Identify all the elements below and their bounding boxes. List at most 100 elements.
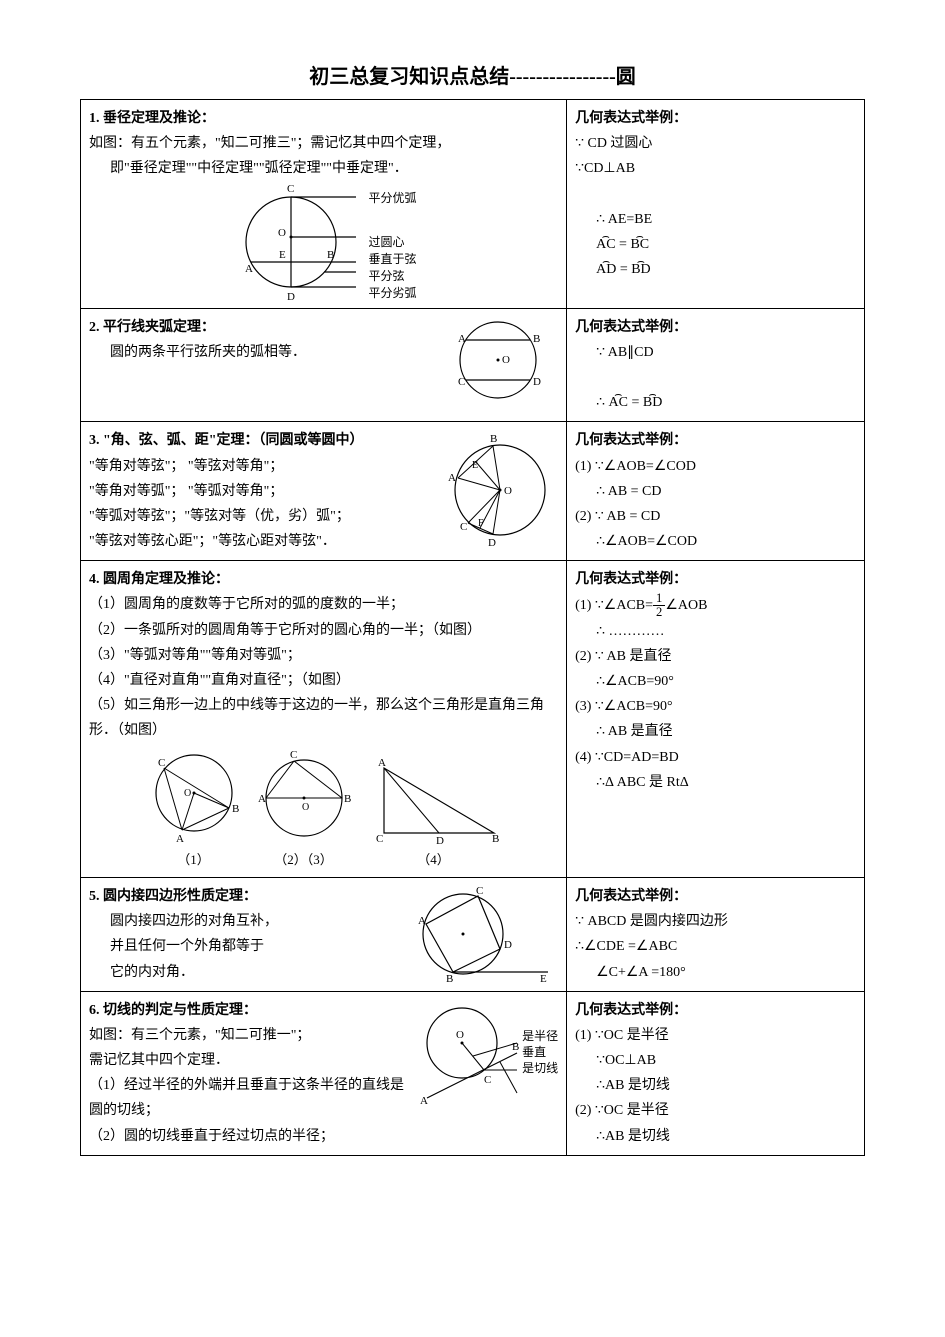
text: 即"垂径定理""中径定理""弧径定理""中垂定理"． (89, 156, 558, 181)
heading: 几何表达式举例： (575, 572, 687, 587)
figure-2: A B C D O (438, 315, 558, 405)
text: ∵ CD 过圆心 (575, 136, 652, 151)
text: ∴∠CDE =∠ABC (575, 939, 677, 954)
svg-text:A: A (258, 793, 266, 805)
cell-left-3: 3. "角、弦、弧、距"定理：（同圆或等圆中） "等角对等弦"； "等弦对等角"… (81, 422, 567, 561)
svg-text:B: B (512, 1041, 519, 1053)
svg-text:E: E (472, 460, 478, 471)
svg-text:B: B (446, 973, 453, 984)
text: ∴ AB = CD (575, 479, 856, 504)
text: (1) ∵OC 是半径 (575, 1028, 669, 1043)
heading: 几何表达式举例： (575, 889, 687, 904)
svg-text:A: A (176, 833, 184, 845)
text: ∵CD⊥AB (575, 161, 635, 176)
svg-text:O: O (502, 354, 510, 366)
label: 是半径 (522, 1029, 558, 1045)
heading-4: 4. 圆周角定理及推论： (89, 572, 229, 587)
svg-text:D: D (287, 291, 295, 302)
caption: （2）（3） (254, 848, 354, 871)
svg-text:E: E (540, 973, 547, 984)
table-row: 5. 圆内接四边形性质定理： 圆内接四边形的对角互补， 并且任何一个外角都等于 … (81, 877, 865, 991)
cell-right-5: 几何表达式举例： ∵ ABCD 是圆内接四边形 ∴∠CDE =∠ABC ∠C+∠… (567, 877, 865, 991)
text: （5）如三角形一边上的中线等于这边的一半，那么这个三角形是直角三角形．（如图） (89, 698, 544, 738)
svg-text:D: D (436, 835, 444, 847)
text: 圆内接四边形的对角互补， (89, 909, 400, 934)
cell-right-2: 几何表达式举例： ∵ AB∥CD ∴ AC = BD (567, 308, 865, 422)
text: "等角对等弦"； "等弦对等角"； (89, 459, 283, 474)
cell-right-3: 几何表达式举例： (1) ∵∠AOB=∠COD ∴ AB = CD (2) ∵ … (567, 422, 865, 561)
svg-text:O: O (302, 802, 309, 813)
caption: （1） (144, 848, 244, 871)
cell-right-1: 几何表达式举例： ∵ CD 过圆心 ∵CD⊥AB ∴ AE=BE AC = BC… (567, 100, 865, 309)
svg-text:A: A (448, 472, 456, 484)
text: (1) ∵∠AOB=∠COD (575, 459, 696, 474)
cell-left-1: 1. 垂径定理及推论： 如图：有五个元素，"知二可推三"；需记忆其中四个定理， … (81, 100, 567, 309)
svg-text:B: B (533, 333, 540, 345)
svg-text:C: C (290, 749, 297, 761)
text: ∴∠AOB=∠COD (575, 529, 856, 554)
svg-text:A: A (420, 1095, 428, 1107)
heading-2: 2. 平行线夹弧定理： (89, 320, 215, 335)
text: ∴Δ ABC 是 RtΔ (575, 770, 856, 795)
text: 它的内对角． (89, 960, 400, 985)
table-row: 2. 平行线夹弧定理： 圆的两条平行弦所夹的弧相等． A B C D O 几何表… (81, 308, 865, 422)
table-row: 6. 切线的判定与性质定理： 如图：有三个元素，"知二可推一"； 需记忆其中四个… (81, 991, 865, 1155)
text: ∵ ABCD 是圆内接四边形 (575, 914, 728, 929)
text: AC = BC (575, 232, 856, 257)
table-row: 1. 垂径定理及推论： 如图：有五个元素，"知二可推三"；需记忆其中四个定理， … (81, 100, 865, 309)
svg-text:B: B (490, 433, 497, 445)
text: (2) ∵ AB 是直径 (575, 649, 671, 664)
text: ∠C+∠A =180° (575, 960, 856, 985)
svg-text:C: C (458, 376, 465, 388)
cell-left-4: 4. 圆周角定理及推论： （1）圆周角的度数等于它所对的弧的度数的一半； （2）… (81, 561, 567, 878)
svg-text:O: O (184, 788, 191, 799)
svg-text:O: O (278, 227, 286, 239)
cell-left-2: 2. 平行线夹弧定理： 圆的两条平行弦所夹的弧相等． A B C D O (81, 308, 567, 422)
svg-text:E: E (279, 249, 286, 261)
figure-4c: A C B D (364, 758, 504, 848)
text: (1) ∵∠ACB=12∠AOB (575, 598, 707, 613)
text: ∵ AB∥CD (575, 340, 856, 365)
cell-left-6: 6. 切线的判定与性质定理： 如图：有三个元素，"知二可推一"； 需记忆其中四个… (81, 991, 567, 1155)
table-row: 3. "角、弦、弧、距"定理：（同圆或等圆中） "等角对等弦"； "等弦对等角"… (81, 422, 865, 561)
label: 过圆心 (369, 234, 417, 251)
svg-text:C: C (287, 183, 294, 195)
svg-text:A: A (378, 758, 386, 769)
svg-text:F: F (478, 518, 484, 529)
text: (3) ∵∠ACB=90° (575, 699, 673, 714)
text: 如图：有三个元素，"知二可推一"； (89, 1028, 310, 1043)
svg-text:C: C (460, 521, 467, 533)
cell-right-6: 几何表达式举例： (1) ∵OC 是半径 ∵OC⊥AB ∴AB 是切线 (2) … (567, 991, 865, 1155)
page-title: 初三总复习知识点总结----------------圆 (80, 60, 865, 89)
svg-text:A: A (458, 333, 466, 345)
text: ∴AB 是切线 (575, 1124, 856, 1149)
text: "等角对等弧"； "等弧对等角"； (89, 484, 283, 499)
text: "等弧对等弦"；"等弦对等（优，劣）弧"； (89, 509, 350, 524)
text: 圆的两条平行弦所夹的弧相等． (89, 340, 430, 365)
text: AD = BD (575, 257, 856, 282)
svg-text:D: D (488, 537, 496, 548)
text: ∵OC⊥AB (575, 1048, 856, 1073)
text: ∴ ………… (575, 619, 856, 644)
figure-5: A B C D E (408, 884, 558, 984)
svg-text:C: C (158, 757, 165, 769)
text: （2）一条弧所对的圆周角等于它所对的圆心角的一半；（如图） (89, 623, 481, 638)
figure-1: C O E A B D (231, 182, 361, 302)
text: （1）经过半径的外端并且垂直于这条半径的直线是圆的切线； (89, 1078, 404, 1118)
figure-6-labels: 是半径 垂直 是切线 (522, 1029, 558, 1076)
svg-text:A: A (245, 263, 253, 275)
svg-text:A: A (418, 915, 426, 927)
heading: 几何表达式举例： (575, 1003, 687, 1018)
text: （1）圆周角的度数等于它所对的弧的度数的一半； (89, 597, 404, 612)
svg-text:D: D (533, 376, 541, 388)
figure-3: A B C D E F O (438, 428, 558, 548)
figure-6: O A B C (412, 998, 522, 1108)
label: 平分弦 (369, 268, 417, 285)
svg-text:C: C (376, 833, 383, 845)
svg-text:O: O (504, 485, 512, 497)
text: ∴ AB 是直径 (575, 719, 856, 744)
theorems-table: 1. 垂径定理及推论： 如图：有五个元素，"知二可推三"；需记忆其中四个定理， … (80, 99, 865, 1156)
text: (2) ∵ AB = CD (575, 509, 660, 524)
text: ∴∠ACB=90° (575, 669, 856, 694)
text: ∴AB 是切线 (575, 1073, 856, 1098)
